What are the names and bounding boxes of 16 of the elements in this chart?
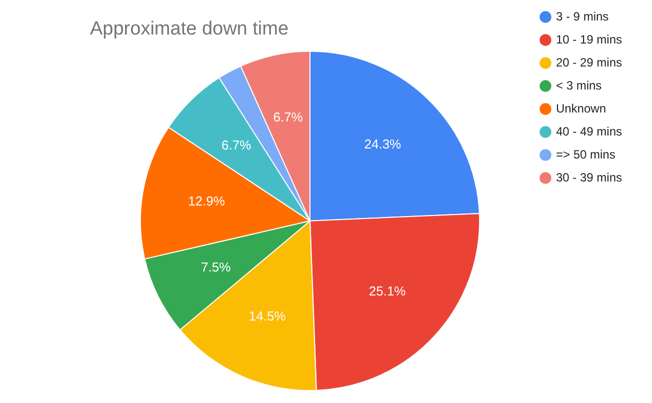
- legend-label: Unknown: [556, 101, 606, 116]
- data-label: 6.7%: [222, 137, 252, 152]
- data-label: 12.9%: [188, 194, 226, 209]
- legend-label: 40 - 49 mins: [556, 124, 622, 138]
- legend-label: 30 - 39 mins: [556, 170, 622, 184]
- data-label: 24.3%: [364, 136, 402, 152]
- data-label: 25.1%: [368, 284, 406, 299]
- data-label: 7.5%: [201, 259, 232, 274]
- data-label: 14.5%: [248, 308, 286, 324]
- data-label: 6.7%: [273, 110, 304, 125]
- legend-label: 10 - 19 mins: [556, 32, 622, 46]
- chart-title: Approximate down time: [90, 18, 289, 40]
- legend-label: < 3 mins: [556, 78, 602, 92]
- legend-label: 3 - 9 mins: [556, 9, 609, 24]
- legend-label: 20 - 29 mins: [556, 55, 622, 70]
- legend-label: => 50 mins: [556, 147, 616, 162]
